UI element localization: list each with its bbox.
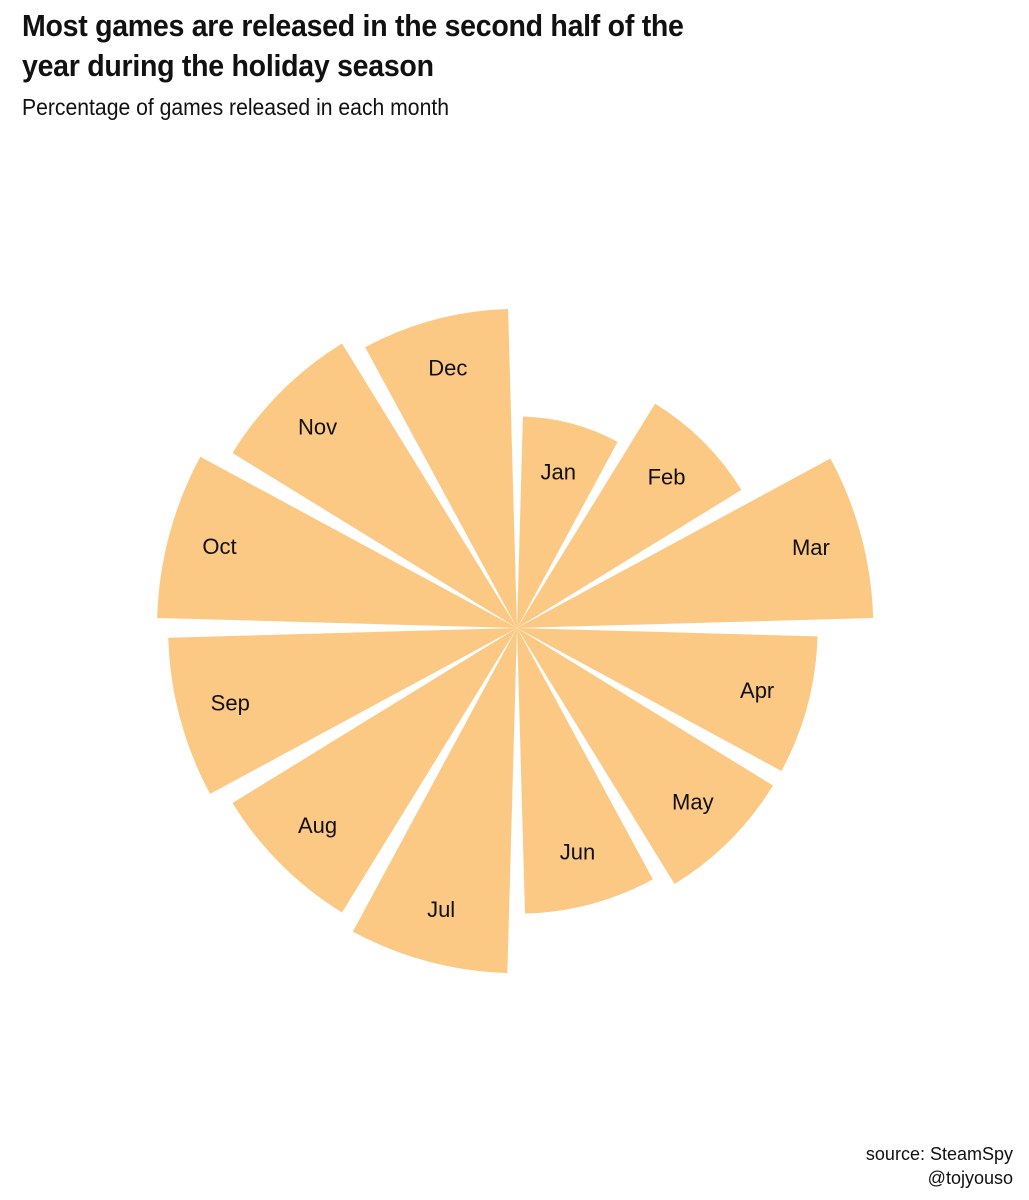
wedge-feb (517, 403, 742, 628)
wedge-sep (168, 628, 517, 794)
label-oct: Oct (202, 534, 236, 559)
wedge-aug (232, 628, 517, 913)
label-nov: Nov (298, 414, 337, 439)
label-sep: Sep (211, 691, 250, 716)
wedge-dec (365, 308, 517, 628)
label-group: Jan Feb Mar Apr May Jun Jul Aug Sep Oct Nov Dec (202, 356, 829, 922)
source-text: source: SteamSpy (865, 1144, 1013, 1164)
wedge-jun (517, 628, 653, 914)
wedge-oct (157, 456, 517, 628)
chart-subtitle: Percentage of games released in each mon… (22, 94, 449, 120)
label-jul: Jul (427, 897, 455, 922)
caption: source: SteamSpy @tojyouso (866, 1142, 1013, 1190)
label-feb: Feb (648, 464, 686, 489)
label-may: May (672, 790, 714, 815)
label-jan: Jan (541, 460, 576, 485)
label-jun: Jun (560, 840, 595, 865)
wedge-may (517, 628, 774, 885)
author-text: @tojyouso (927, 1168, 1013, 1188)
wedge-group (157, 308, 874, 974)
wedge-jul (352, 628, 517, 974)
label-dec: Dec (428, 356, 467, 381)
label-aug: Aug (298, 813, 337, 838)
wedge-nov (232, 343, 517, 628)
chart-title: Most games are released in the second ha… (22, 8, 684, 83)
label-apr: Apr (740, 678, 774, 703)
wedge-apr (517, 628, 818, 771)
wedge-mar (517, 458, 874, 628)
label-mar: Mar (792, 535, 830, 560)
wedge-jan (517, 416, 618, 628)
